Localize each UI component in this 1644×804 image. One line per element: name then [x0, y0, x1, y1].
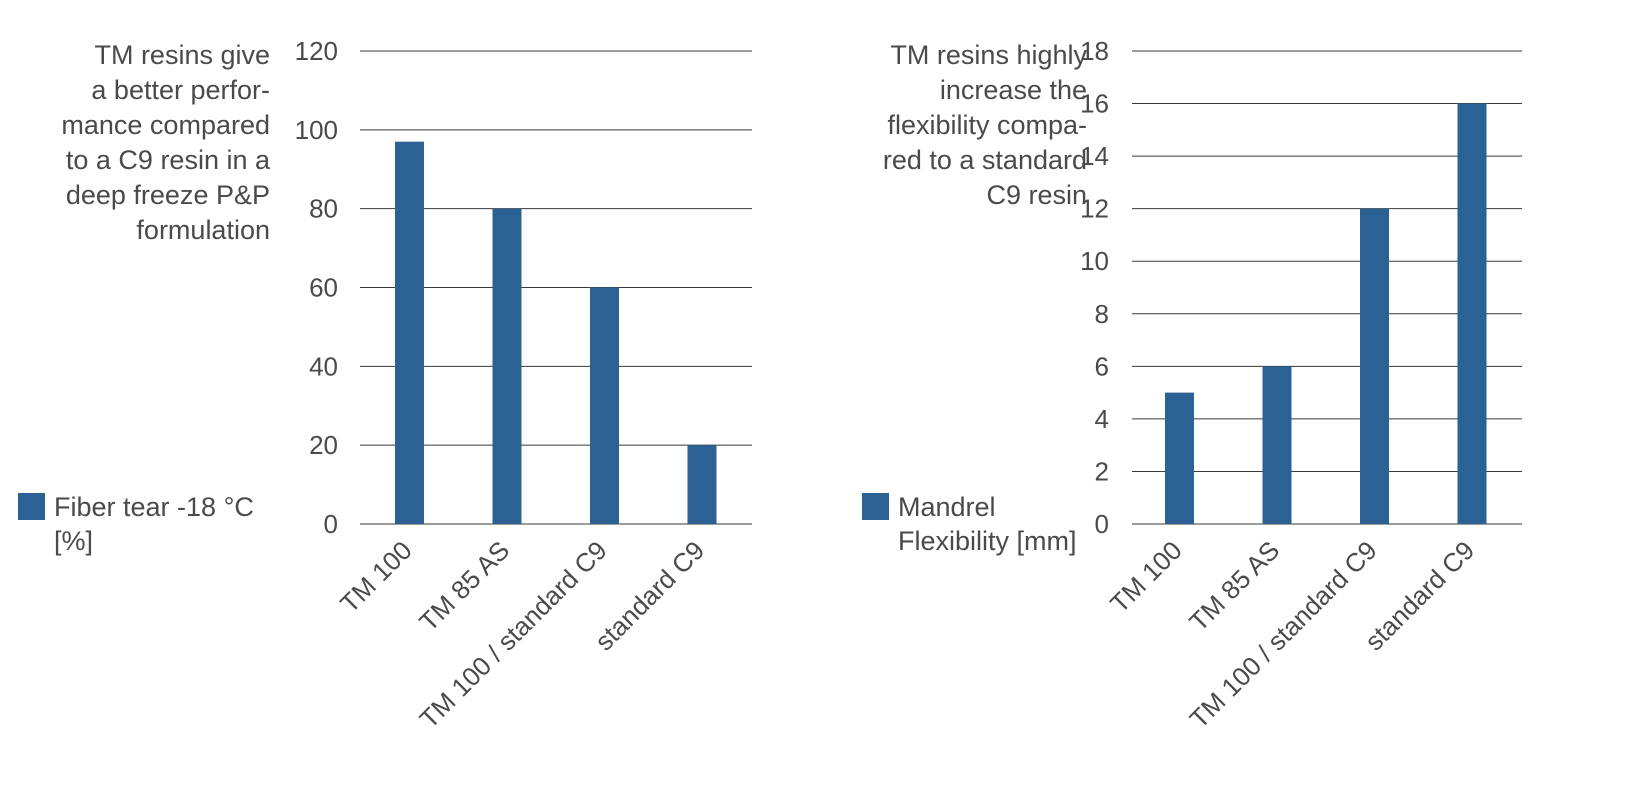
y-tick-label: 6	[1095, 351, 1109, 381]
bar	[687, 445, 717, 524]
bar	[395, 141, 424, 525]
caption-line: increase the	[939, 75, 1087, 105]
caption-line: red to a standard	[882, 145, 1087, 175]
legend-line: Flexibility [mm]	[898, 526, 1077, 556]
caption-line: formulation	[136, 215, 270, 245]
chart-legend: Fiber tear -18 °C [%]	[18, 490, 254, 558]
caption-line: deep freeze P&P	[65, 180, 270, 210]
bar	[590, 287, 619, 524]
x-tick-label: TM 100	[1104, 535, 1188, 619]
y-tick-label: 0	[324, 509, 338, 539]
y-tick-label: 100	[295, 115, 338, 145]
bar	[1360, 208, 1389, 524]
y-tick-label: 0	[1095, 509, 1109, 539]
caption-line: mance compared	[61, 110, 270, 140]
y-tick-label: 60	[309, 273, 338, 303]
y-tick-label: 16	[1080, 89, 1109, 119]
chart-panel-mandrel-flexibility: TM resins highly increase the flexibilit…	[822, 0, 1644, 804]
y-tick-label: 80	[309, 194, 338, 224]
bar	[1262, 366, 1292, 524]
legend-line: Mandrel	[898, 492, 996, 522]
bar	[1457, 103, 1487, 525]
y-tick-label: 8	[1095, 299, 1109, 329]
legend-line: [%]	[54, 526, 94, 556]
y-tick-label: 40	[309, 351, 338, 381]
y-tick-label: 18	[1080, 36, 1109, 66]
x-tick-label: TM 100 / standard C9	[414, 535, 613, 734]
bar	[1165, 392, 1194, 524]
legend-line: Fiber tear -18 °C	[54, 492, 254, 522]
x-tick-label: TM 100	[334, 535, 418, 619]
legend-swatch	[18, 493, 45, 520]
y-tick-label: 10	[1080, 246, 1109, 276]
y-tick-label: 12	[1080, 194, 1109, 224]
x-tick-label: TM 85 AS	[413, 535, 515, 637]
chart-panel-fiber-tear: TM resins give a better perfor- mance co…	[0, 36, 752, 734]
bar	[492, 208, 522, 524]
legend-label: Mandrel Flexibility [mm]	[898, 490, 1077, 558]
x-tick-label: TM 100 / standard C9	[1184, 535, 1383, 734]
caption-line: to a C9 resin in a	[65, 145, 270, 175]
y-tick-label: 2	[1095, 456, 1109, 486]
caption-line: TM resins give	[94, 40, 270, 70]
y-tick-label: 20	[309, 430, 338, 460]
chart-caption: TM resins give a better perfor- mance co…	[0, 38, 270, 248]
y-tick-label: 4	[1095, 404, 1109, 434]
y-tick-label: 120	[295, 36, 338, 66]
chart-legend: Mandrel Flexibility [mm]	[862, 490, 1077, 558]
chart-caption: TM resins highly increase the flexibilit…	[822, 38, 1087, 213]
caption-line: C9 resin	[986, 180, 1087, 210]
legend-swatch	[862, 493, 889, 520]
caption-line: flexibility compa-	[887, 110, 1087, 140]
caption-line: a better perfor-	[91, 75, 270, 105]
y-tick-label: 14	[1080, 141, 1109, 171]
legend-label: Fiber tear -18 °C [%]	[54, 490, 254, 558]
caption-line: TM resins highly	[890, 40, 1087, 70]
x-tick-label: TM 85 AS	[1183, 535, 1285, 637]
